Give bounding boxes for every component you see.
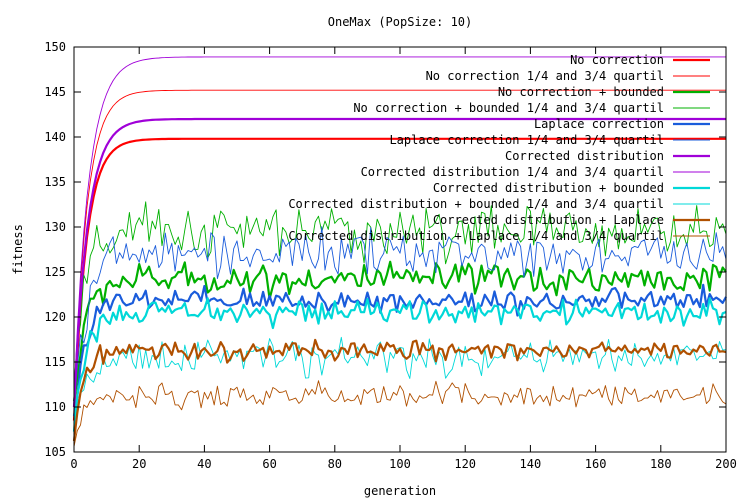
series-line: [73, 226, 727, 409]
series-layer: [72, 56, 727, 447]
series-line: [73, 89, 726, 408]
legend-entry-label: No correction 1/4 and 3/4 quartil: [426, 69, 664, 83]
x-tick-label: 20: [132, 457, 146, 471]
series-line: [72, 260, 727, 402]
legend-entry-label: Corrected distribution 1/4 and 3/4 quart…: [361, 165, 664, 179]
series-line: [72, 297, 727, 432]
tick-layer: 0 20 40 60 80 100 120 140 160 180 200 105 110 115 120 1…: [44, 40, 737, 471]
x-tick-label: 200: [715, 457, 737, 471]
series-line: [73, 201, 727, 389]
x-tick-label: 100: [389, 457, 411, 471]
legend-entry-label: Laplace correction: [534, 117, 664, 131]
series-line: [73, 380, 727, 447]
legend-entry-label: No correction + bounded 1/4 and 3/4 quar…: [353, 101, 664, 115]
legend-entry-label: Corrected distribution + bounded 1/4 and…: [288, 197, 664, 211]
series-line: [72, 117, 726, 408]
y-tick-label: 140: [44, 130, 66, 144]
y-tick-label: 115: [44, 355, 66, 369]
series-line: [72, 283, 727, 417]
legend-entry-label: Corrected distribution + bounded: [433, 181, 664, 195]
x-tick-label: 180: [650, 457, 672, 471]
x-tick-label: 160: [585, 457, 607, 471]
y-tick-label: 135: [44, 175, 66, 189]
y-tick-label: 120: [44, 310, 66, 324]
y-axis-label: fitness: [11, 224, 25, 275]
y-tick-label: 130: [44, 220, 66, 234]
y-tick-label: 105: [44, 445, 66, 459]
series-line: [73, 336, 727, 429]
y-tick-label: 125: [44, 265, 66, 279]
series-line: [73, 56, 726, 399]
x-tick-label: 0: [70, 457, 77, 471]
x-tick-label: 120: [454, 457, 476, 471]
legend-entry-label: Corrected distribution + Laplace: [433, 213, 664, 227]
legend-entry-label: Corrected distribution: [505, 149, 664, 163]
legend-layer: No correction No correction 1/4 and 3/4 q…: [288, 53, 710, 243]
chart-title: OneMax (PopSize: 10): [328, 15, 473, 29]
x-tick-label: 40: [197, 457, 211, 471]
x-tick-label: 140: [520, 457, 542, 471]
legend-entry-label: Laplace correction 1/4 and 3/4 quartil: [389, 133, 664, 147]
y-tick-label: 150: [44, 40, 66, 54]
y-tick-label: 110: [44, 400, 66, 414]
legend-entry-label: No correction: [570, 53, 664, 67]
x-tick-label: 60: [262, 457, 276, 471]
x-tick-label: 80: [328, 457, 342, 471]
series-line: [72, 137, 726, 421]
legend-entry-label: No correction + bounded: [498, 85, 664, 99]
legend-entry-label: Corrected distribution + Laplace 1/4 and…: [288, 229, 664, 243]
x-axis-label: generation: [364, 484, 436, 498]
y-tick-label: 145: [44, 85, 66, 99]
series-line: [72, 338, 727, 442]
